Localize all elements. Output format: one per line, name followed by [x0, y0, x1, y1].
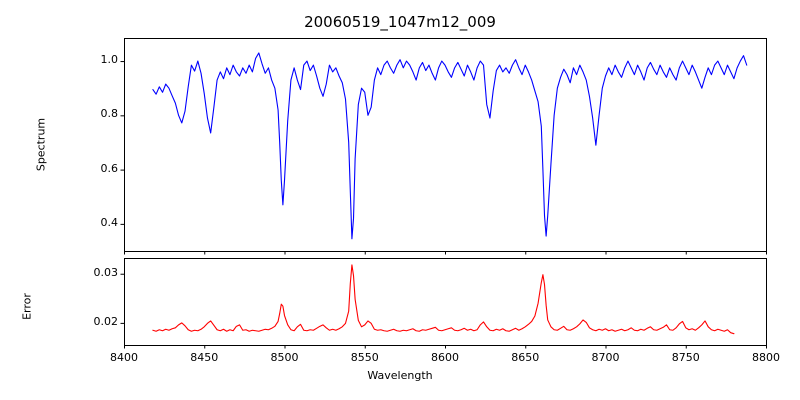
wavelength-xtick-label: 8750 [671, 351, 700, 364]
error-ytick-label: 0.02 [93, 314, 119, 328]
wavelength-xtick-label: 8450 [190, 351, 219, 364]
wavelength-xtick-label: 8600 [431, 351, 459, 364]
error-data-line [152, 264, 735, 335]
spectrum-panel-frame [124, 38, 767, 252]
wavelength-xtick-label: 8700 [591, 351, 620, 364]
spectrum-ytick-label: 0.4 [100, 215, 119, 229]
wavelength-xtick-label: 8650 [511, 351, 540, 364]
tick-marks [120, 61, 767, 349]
spectrum-data-line [152, 52, 748, 240]
page-title: 20060519_1047m12_009 [304, 13, 496, 31]
wavelength-xtick-label: 8800 [752, 351, 780, 364]
wavelength-xtick-label: 8550 [350, 351, 379, 364]
wavelength-axis-label: Wavelength [367, 369, 433, 382]
spectrum-ytick-label: 0.8 [100, 107, 119, 121]
wavelength-xtick-label: 8500 [270, 351, 299, 364]
spectrum-ytick-label: 1.0 [100, 53, 119, 67]
wavelength-xtick-label: 8400 [110, 351, 138, 364]
error-ytick-label: 0.03 [93, 265, 119, 279]
spectrum-ytick-label: 0.6 [100, 161, 119, 175]
axes-frames [124, 38, 767, 346]
error-panel-frame [124, 258, 767, 346]
